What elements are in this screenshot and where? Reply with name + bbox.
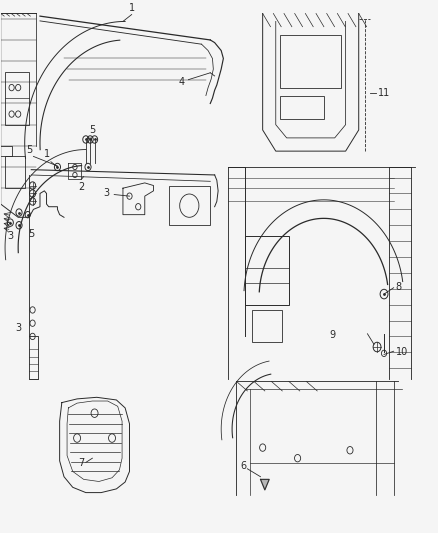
- Text: 3: 3: [7, 231, 14, 240]
- Text: 7: 7: [78, 458, 85, 469]
- Text: 3: 3: [104, 189, 110, 198]
- Polygon shape: [261, 479, 269, 490]
- Text: 1: 1: [43, 149, 49, 159]
- Text: 9: 9: [329, 330, 336, 341]
- Text: 3: 3: [15, 324, 21, 334]
- Text: 6: 6: [240, 461, 246, 471]
- Text: 5: 5: [89, 125, 95, 135]
- Text: 8: 8: [396, 281, 402, 292]
- Text: 4: 4: [179, 77, 185, 87]
- Text: 10: 10: [396, 348, 409, 357]
- Text: 11: 11: [378, 88, 391, 98]
- Text: 1: 1: [129, 3, 135, 13]
- Text: 5: 5: [26, 145, 32, 155]
- Text: 5: 5: [28, 230, 34, 239]
- Text: 2: 2: [78, 182, 85, 192]
